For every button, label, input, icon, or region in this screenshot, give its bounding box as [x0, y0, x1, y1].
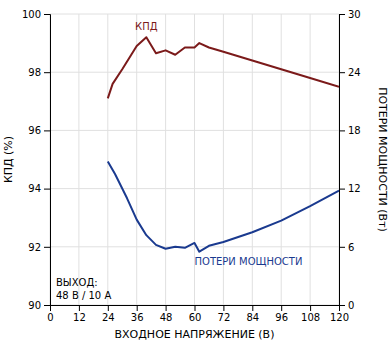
- tick: 60: [189, 305, 202, 323]
- y-axis: 90 92 94 96 98 100: [22, 9, 51, 311]
- y2-axis-title: ПОТЕРИ МОЩНОСТИ (Вт): [376, 87, 389, 232]
- tick-label: 30: [348, 9, 361, 20]
- tick-label: 120: [330, 312, 349, 323]
- tick-mark: [44, 130, 50, 131]
- tick-mark: [339, 305, 345, 306]
- tick: 100: [22, 9, 50, 20]
- marks: [108, 37, 339, 251]
- tick-mark: [44, 189, 50, 190]
- tick: 94: [28, 183, 50, 194]
- tick-label: 98: [28, 67, 41, 78]
- tick-mark: [252, 305, 253, 311]
- tick: 98: [28, 67, 50, 78]
- tick-mark: [44, 72, 50, 73]
- tick-label: 24: [348, 67, 361, 78]
- tick-mark: [339, 130, 345, 131]
- tick-label: 100: [22, 9, 41, 20]
- grid-line: [107, 14, 108, 305]
- axis-line: [51, 306, 340, 312]
- tick: 24: [102, 305, 115, 323]
- x-axis-title: ВХОДНОЕ НАПРЯЖЕНИЕ (В): [115, 328, 275, 341]
- tick-label: 6: [348, 242, 354, 253]
- tick-mark: [310, 305, 311, 311]
- tick-label: 92: [28, 242, 41, 253]
- axis-line: [44, 15, 51, 306]
- tick-mark: [44, 14, 50, 15]
- series-label: ПОТЕРИ МОЩНОСТИ: [195, 256, 303, 267]
- tick-mark: [339, 72, 345, 73]
- tick: 120: [330, 305, 349, 323]
- tick-mark: [44, 247, 50, 248]
- tick: 12: [339, 183, 361, 194]
- tick-label: 108: [301, 312, 320, 323]
- tick-label: 12: [348, 183, 361, 194]
- tick-mark: [108, 305, 109, 311]
- tick-label: 60: [189, 312, 202, 323]
- plot: 0 12 24 36 48 60 72 84 96 108 120 90 92 94 96 98 100 0 6 12…: [2, 9, 389, 341]
- axis-line: [340, 15, 346, 306]
- tick-mark: [281, 305, 282, 311]
- series-label: КПД: [135, 21, 158, 32]
- tick-label: 96: [28, 125, 41, 136]
- line: [108, 161, 339, 251]
- tick-mark: [339, 189, 345, 190]
- grid: [50, 14, 339, 305]
- tick: 96: [28, 125, 50, 136]
- tick: 48: [160, 305, 173, 323]
- tick-label: 90: [28, 300, 41, 311]
- x-axis: 0 12 24 36 48 60 72 84 96 108 120: [47, 305, 349, 323]
- tick: 12: [73, 305, 86, 323]
- tick: 30: [339, 9, 361, 20]
- tick: 6: [339, 242, 354, 253]
- tick-label: 84: [246, 312, 259, 323]
- tick: 0: [47, 305, 53, 323]
- grid-line: [78, 14, 79, 305]
- tick: 18: [339, 125, 361, 136]
- tick-label: 48: [160, 312, 173, 323]
- tick-label: 0: [47, 312, 53, 323]
- tick-mark: [339, 247, 345, 248]
- tick-label: 0: [348, 300, 354, 311]
- tick: 96: [275, 305, 288, 323]
- y-axis-title: КПД (%): [2, 136, 15, 183]
- tick-mark: [44, 305, 50, 306]
- tick-label: 24: [102, 312, 115, 323]
- tick: 108: [301, 305, 320, 323]
- tick-label: 96: [275, 312, 288, 323]
- grid-line: [50, 130, 339, 131]
- y2-axis: 0 6 12 18 24 30: [339, 9, 361, 311]
- tick-mark: [339, 14, 345, 15]
- tick-label: 18: [348, 125, 361, 136]
- grid-line: [310, 14, 311, 305]
- line: [108, 37, 339, 98]
- tick: 0: [339, 300, 354, 311]
- grid-line: [136, 14, 137, 305]
- chart: 0 12 24 36 48 60 72 84 96 108 120 90 92 94 96 98 100 0 6 12…: [0, 0, 389, 345]
- grid-line: [50, 188, 339, 189]
- tick: 36: [131, 305, 144, 323]
- grid-line: [50, 14, 339, 15]
- tick-mark: [79, 305, 80, 311]
- grid-line: [165, 14, 166, 305]
- tick: 24: [339, 67, 361, 78]
- tick: 90: [28, 300, 50, 311]
- tick-label: 94: [28, 183, 41, 194]
- tick: 92: [28, 242, 50, 253]
- tick: 84: [246, 305, 259, 323]
- tick-label: 12: [73, 312, 86, 323]
- tick-mark: [166, 305, 167, 311]
- grid-line: [50, 246, 339, 247]
- annotation: 48 В / 10 А: [56, 290, 111, 301]
- tick-mark: [137, 305, 138, 311]
- tick-mark: [195, 305, 196, 311]
- tick: 72: [218, 305, 231, 323]
- tick-mark: [223, 305, 224, 311]
- tick-label: 72: [218, 312, 231, 323]
- grid-line: [50, 72, 339, 73]
- annotation: ВЫХОД:: [56, 277, 98, 288]
- tick-label: 36: [131, 312, 144, 323]
